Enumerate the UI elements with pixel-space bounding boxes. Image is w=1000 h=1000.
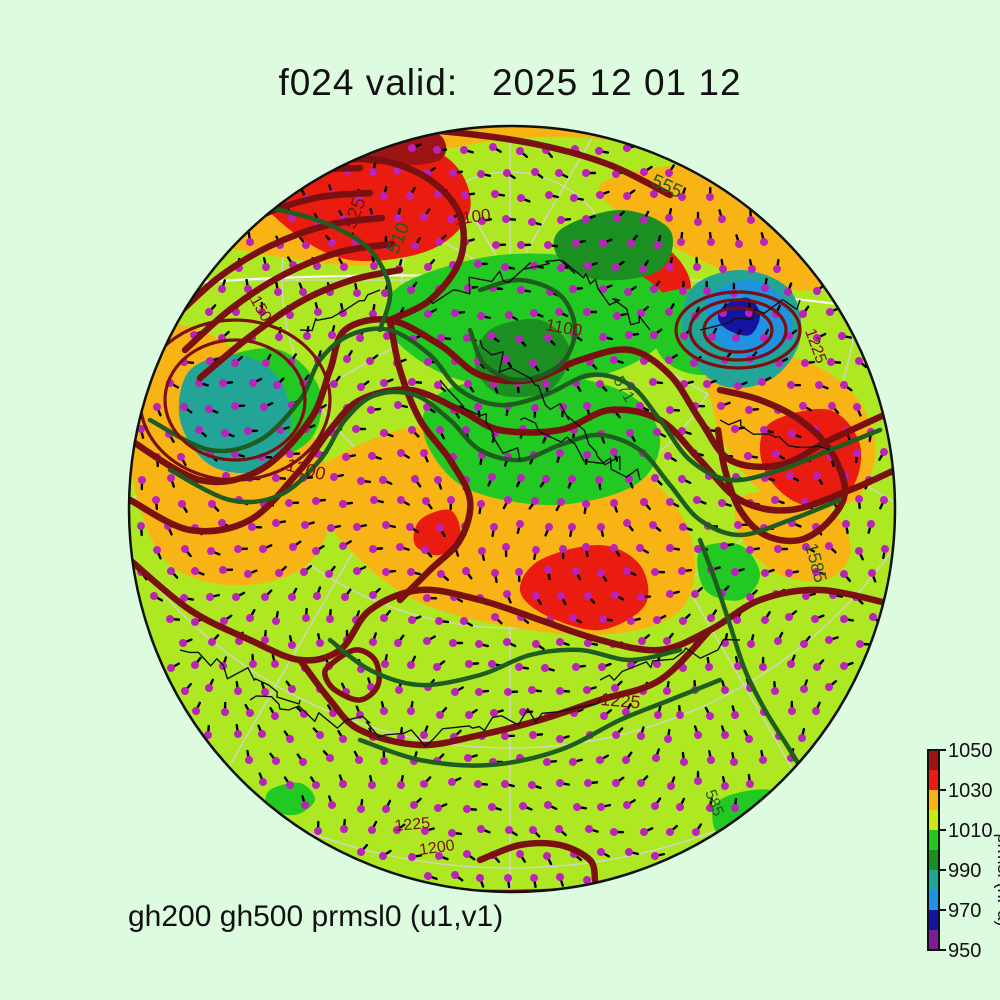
svg-text:950: 950: [948, 940, 981, 962]
svg-text:1225: 1225: [394, 815, 431, 835]
svg-text:1030: 1030: [948, 780, 993, 802]
svg-text:prmsl (hPa): prmsl (hPa): [994, 833, 1000, 926]
svg-text:1010: 1010: [948, 820, 993, 842]
svg-text:970: 970: [948, 900, 981, 922]
svg-text:990: 990: [948, 860, 981, 882]
svg-text:1225: 1225: [600, 689, 642, 712]
svg-text:1050: 1050: [948, 740, 993, 762]
